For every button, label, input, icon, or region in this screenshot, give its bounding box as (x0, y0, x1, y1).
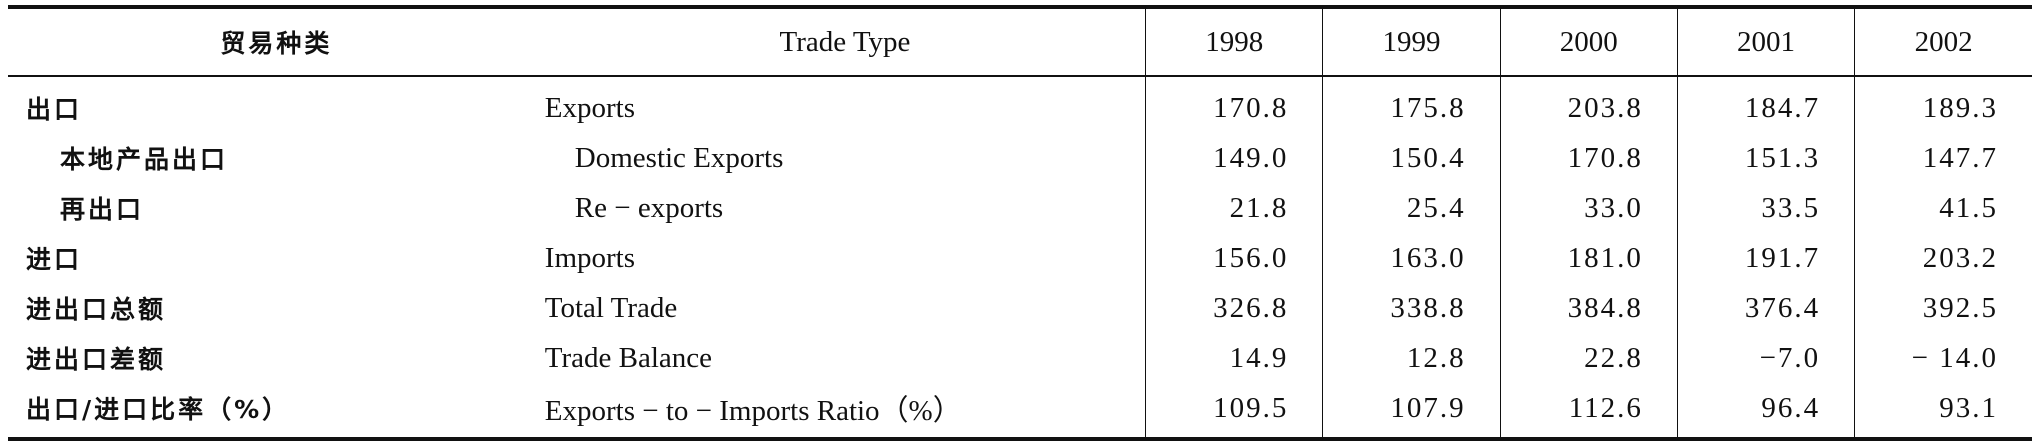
value-cell: −7.0 (1676, 333, 1855, 383)
value-cell: 203.8 (1499, 76, 1678, 133)
value-cell: 109.5 (1145, 383, 1323, 439)
value-cell: 151.3 (1676, 133, 1855, 183)
value-cell: 184.7 (1676, 76, 1855, 133)
english-label: Trade Balance (544, 341, 713, 374)
header-cell: 贸易种类 (8, 7, 545, 77)
value-cell: 21.8 (1145, 183, 1323, 233)
header-cell: 1999 (1322, 7, 1501, 77)
value-cell: 376.4 (1676, 283, 1855, 333)
value-cell: 203.2 (1854, 233, 2032, 283)
english-label: Imports (544, 241, 635, 274)
value-cell: 12.8 (1322, 333, 1501, 383)
value-cell: 191.7 (1676, 233, 1855, 283)
header-cell: 2002 (1854, 7, 2032, 77)
chinese-label: 再出口 (60, 195, 145, 224)
trade-table: 贸易种类 Trade Type 1998 1999 2000 2001 2002 出口 Exp… (8, 5, 2032, 441)
value-cell: − 14.0 (1854, 333, 2032, 383)
table-row: 进口 Imports 156.0 163.0 181.0 191.7 203.2 (8, 233, 2032, 283)
value-cell: 156.0 (1145, 233, 1323, 283)
header-cell: 1998 (1145, 7, 1323, 77)
value-cell: 147.7 (1854, 133, 2032, 183)
chinese-label: 出口 (26, 95, 83, 124)
table-row: 出口 Exports 170.8 175.8 203.8 184.7 189.3 (8, 76, 2032, 133)
value-cell: 93.1 (1854, 383, 2032, 439)
value-cell: 96.4 (1676, 383, 1855, 439)
value-cell: 170.8 (1145, 76, 1323, 133)
value-cell: 326.8 (1145, 283, 1323, 333)
value-cell: 150.4 (1322, 133, 1501, 183)
value-cell: 14.9 (1145, 333, 1323, 383)
table-body: 出口 Exports 170.8 175.8 203.8 184.7 189.3 本地产品出口… (8, 76, 2032, 439)
chinese-label: 进出口总额 (26, 295, 167, 324)
value-cell: 338.8 (1322, 283, 1501, 333)
value-cell: 112.6 (1499, 383, 1678, 439)
header-cell: Trade Type (544, 7, 1146, 77)
table-row: 出口/进口比率（%） Exports − to − Imports Ratio（%… (8, 383, 2032, 439)
value-cell: 41.5 (1854, 183, 2032, 233)
value-cell: 163.0 (1322, 233, 1501, 283)
chinese-label: 进口 (26, 245, 83, 274)
value-cell: 181.0 (1499, 233, 1678, 283)
english-label: Domestic Exports (574, 141, 784, 174)
table-row: 再出口 Re − exports 21.8 25.4 33.0 33.5 41.5 (8, 183, 2032, 233)
value-cell: 189.3 (1854, 76, 2032, 133)
chinese-label: 本地产品出口 (60, 145, 229, 174)
value-cell: 107.9 (1322, 383, 1501, 439)
chinese-label: 出口/进口比率（%） (26, 395, 291, 424)
value-cell: 25.4 (1322, 183, 1501, 233)
header-cell: 2000 (1499, 7, 1678, 77)
table-row: 进出口总额 Total Trade 326.8 338.8 384.8 376.4 392.… (8, 283, 2032, 333)
value-cell: 392.5 (1854, 283, 2032, 333)
value-cell: 170.8 (1499, 133, 1678, 183)
chinese-label: 进出口差额 (26, 345, 167, 374)
english-label: Total Trade (544, 291, 678, 324)
header-cell: 2001 (1676, 7, 1855, 77)
value-cell: 384.8 (1499, 283, 1678, 333)
value-cell: 149.0 (1145, 133, 1323, 183)
table-row: 本地产品出口 Domestic Exports 149.0 150.4 170.8 151… (8, 133, 2032, 183)
value-cell: 33.5 (1676, 183, 1855, 233)
english-label: Exports (544, 91, 635, 124)
header-row: 贸易种类 Trade Type 1998 1999 2000 2001 2002 (8, 7, 2032, 77)
page: {"table": { "header": ["贸易种类", "Trade Ty… (8, 5, 2032, 441)
english-label: Exports − to − Imports Ratio（%） (544, 395, 962, 427)
value-cell: 175.8 (1322, 76, 1501, 133)
value-cell: 22.8 (1499, 333, 1678, 383)
table-row: 进出口差额 Trade Balance 14.9 12.8 22.8 −7.0− 14.0 (8, 333, 2032, 383)
english-label: Re − exports (574, 191, 724, 224)
value-cell: 33.0 (1499, 183, 1678, 233)
